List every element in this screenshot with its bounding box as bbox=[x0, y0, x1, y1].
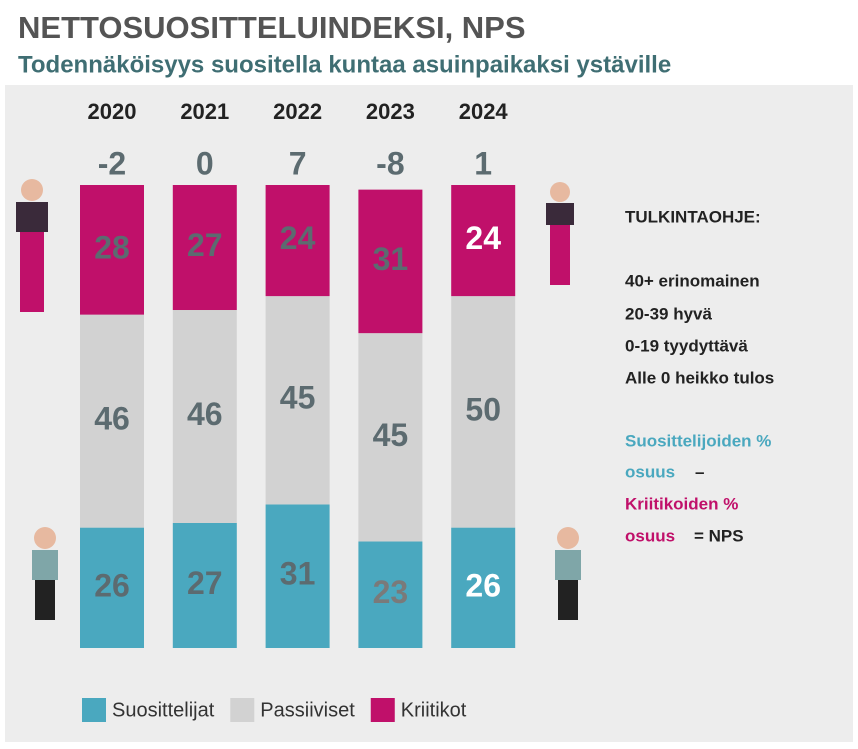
value-label: 46 bbox=[94, 401, 130, 437]
value-label: 31 bbox=[280, 556, 316, 592]
formula-part: osuus bbox=[625, 526, 675, 545]
formula-part: = NPS bbox=[694, 526, 744, 545]
chart: NETTOSUOSITTELUINDEKSI, NPS Todennäköisy… bbox=[0, 0, 858, 749]
value-label: 24 bbox=[465, 220, 501, 256]
interpretation-line: 20-39 hyvä bbox=[625, 304, 712, 323]
nps-label: 0 bbox=[196, 145, 214, 181]
interpretation-line: 0-19 tyydyttävä bbox=[625, 336, 748, 355]
interpretation-line: Alle 0 heikko tulos bbox=[625, 368, 774, 387]
value-label: 45 bbox=[373, 417, 409, 453]
year-label: 2020 bbox=[88, 99, 137, 124]
person-icon bbox=[555, 527, 581, 620]
formula-part: osuus bbox=[625, 462, 675, 481]
page: {"chart_data": {"type": "stacked_bar", "… bbox=[0, 0, 858, 749]
formula-part: Kriitikoiden % bbox=[625, 494, 738, 513]
legend-swatch bbox=[371, 698, 395, 722]
nps-label: 1 bbox=[474, 145, 492, 181]
nps-label: -2 bbox=[98, 145, 126, 181]
year-label: 2023 bbox=[366, 99, 415, 124]
value-label: 26 bbox=[94, 567, 130, 603]
year-label: 2022 bbox=[273, 99, 322, 124]
person-icon bbox=[32, 527, 58, 620]
value-label: 26 bbox=[465, 567, 501, 603]
chart-title: NETTOSUOSITTELUINDEKSI, NPS bbox=[18, 10, 526, 45]
year-label: 2021 bbox=[180, 99, 229, 124]
value-label: 31 bbox=[373, 241, 409, 277]
interpretation-title: TULKINTAOHJE: bbox=[625, 207, 761, 226]
nps-label: -8 bbox=[376, 145, 404, 181]
formula-part: Suosittelijoiden % bbox=[625, 431, 771, 450]
chart-subtitle: Todennäköisyys suositella kuntaa asuinpa… bbox=[18, 51, 671, 78]
value-label: 27 bbox=[187, 227, 223, 263]
legend-swatch bbox=[230, 698, 254, 722]
value-label: 27 bbox=[187, 565, 223, 601]
value-label: 45 bbox=[280, 380, 316, 416]
value-label: 24 bbox=[280, 220, 316, 256]
legend-label: Kriitikot bbox=[401, 699, 467, 721]
value-label: 23 bbox=[373, 574, 409, 610]
formula-part: – bbox=[695, 462, 704, 481]
value-label: 46 bbox=[187, 396, 223, 432]
nps-label: 7 bbox=[289, 145, 307, 181]
year-label: 2024 bbox=[459, 99, 509, 124]
interpretation-line: 40+ erinomainen bbox=[625, 271, 760, 290]
value-label: 28 bbox=[94, 229, 130, 265]
value-label: 50 bbox=[465, 391, 501, 427]
legend-label: Suosittelijat bbox=[112, 699, 215, 721]
legend-swatch bbox=[82, 698, 106, 722]
legend-label: Passiiviset bbox=[260, 699, 355, 721]
